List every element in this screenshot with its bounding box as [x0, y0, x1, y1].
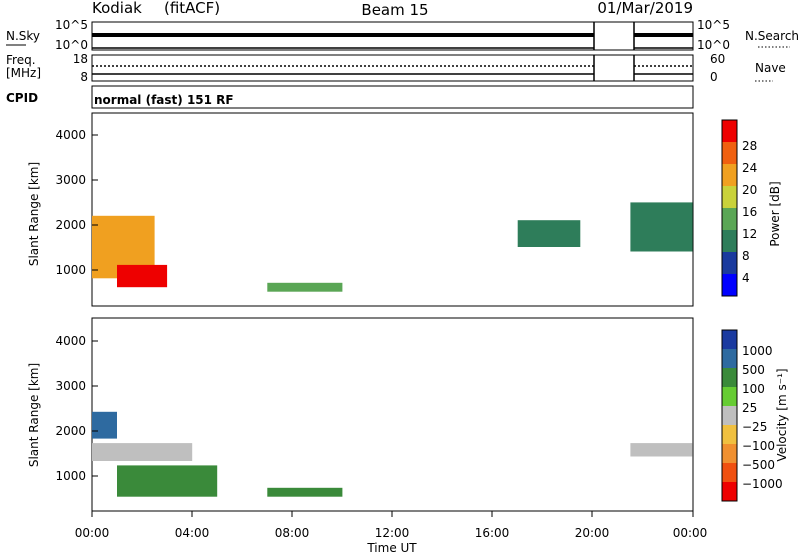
velocity-colorbar-cell-4 [722, 406, 737, 426]
velocity-colorbar-cell-3 [722, 387, 737, 407]
power-colorbar-cell-7 [722, 274, 737, 297]
x-tick-1: 04:00 [175, 526, 210, 540]
velocity-cb-tick-neg25: −25 [742, 420, 767, 434]
nsky-tick-low: 10^0 [55, 38, 88, 52]
freq-frame [91, 54, 694, 82]
freq-label-2: [MHz] [6, 66, 41, 80]
date-label: 01/Mar/2019 [597, 0, 693, 17]
power-colorbar-cell-2 [722, 164, 737, 187]
freq-tick-low: 8 [80, 70, 88, 84]
power-scatter [92, 202, 693, 292]
velocity-cb-tick-neg500: −500 [742, 458, 775, 472]
power-colorbar-cell-5 [722, 230, 737, 253]
power-colorbar-cell-0 [722, 120, 737, 143]
velocity-panel: Slant Range [km] 4000 3000 2000 1000 [27, 317, 694, 512]
velocity-cb-tick-neg1000: −1000 [742, 477, 783, 491]
echo-region-1 [117, 264, 168, 288]
velocity-scatter [92, 411, 693, 497]
velocity-colorbar: 1000 500 100 25 −25 −100 −500 −1000 Velo… [721, 329, 789, 502]
nave-tick-high: 60 [710, 52, 725, 66]
freq-tick-high: 18 [73, 52, 88, 66]
power-panel: Slant Range [km] 4000 3000 2000 1000 [27, 112, 694, 307]
x-axis: 00:00 04:00 08:00 12:00 16:00 20:00 00:0… [75, 511, 708, 555]
x-tick-4: 16:00 [475, 526, 510, 540]
power-cb-tick-4: 4 [742, 271, 750, 285]
x-tick-3: 12:00 [375, 526, 410, 540]
x-axis-title: Time UT [366, 541, 417, 554]
velocity-y-tick-2000: 2000 [55, 424, 86, 438]
nsky-tick-high: 10^5 [55, 18, 88, 32]
velocity-colorbar-cell-6 [722, 444, 737, 464]
power-cb-tick-24: 24 [742, 161, 757, 175]
cpid-label: CPID [6, 91, 38, 105]
nave-label: Nave [755, 61, 786, 75]
power-y-tick-1000: 1000 [55, 263, 86, 277]
echo-region-4 [630, 202, 693, 252]
nsearch-label: N.Search [745, 29, 799, 43]
power-y-tick-2000: 2000 [55, 218, 86, 232]
power-colorbar-cell-4 [722, 208, 737, 231]
processing-mode: (fitACF) [164, 0, 220, 17]
cpid-frame [91, 85, 694, 109]
power-colorbar-cell-6 [722, 252, 737, 275]
power-colorbar-cell-3 [722, 186, 737, 209]
nsky-panel: N.Sky 10^5 10^0 10^5 10^0 N.Search [6, 18, 799, 52]
power-cb-tick-12: 12 [742, 227, 757, 241]
velocity-colorbar-cell-2 [722, 368, 737, 388]
echo-region-3 [267, 487, 343, 497]
velocity-colorbar-cell-5 [722, 425, 737, 445]
velocity-cb-tick-neg100: −100 [742, 439, 775, 453]
velocity-y-tick-3000: 3000 [55, 379, 86, 393]
velocity-y-tick-1000: 1000 [55, 469, 86, 483]
velocity-cb-tick-500: 500 [742, 363, 765, 377]
velocity-colorbar-cell-0 [722, 330, 737, 350]
velocity-cb-tick-1000: 1000 [742, 344, 773, 358]
x-tick-5: 20:00 [575, 526, 610, 540]
x-tick-6: 00:00 [673, 526, 708, 540]
power-y-tick-4000: 4000 [55, 128, 86, 142]
freq-label-1: Freq. [6, 53, 36, 67]
freq-panel: Freq. [MHz] 18 8 60 0 Nave [6, 52, 786, 84]
power-cb-tick-28: 28 [742, 139, 757, 153]
power-plot-area [91, 112, 694, 307]
velocity-colorbar-cell-8 [722, 482, 737, 502]
power-colorbar: 28 24 20 16 12 8 4 Power [dB] [721, 119, 782, 297]
echo-region-0 [92, 443, 193, 461]
power-cb-tick-20: 20 [742, 183, 757, 197]
echo-region-1 [92, 411, 117, 439]
velocity-colorbar-cell-7 [722, 463, 737, 483]
x-tick-2: 08:00 [275, 526, 310, 540]
velocity-colorbar-cell-1 [722, 349, 737, 369]
velocity-cb-tick-25: 25 [742, 401, 757, 415]
beam-label: Beam 15 [361, 1, 428, 19]
echo-region-2 [267, 282, 343, 292]
cpid-text: normal (fast) 151 RF [94, 93, 234, 107]
power-colorbar-cell-1 [722, 142, 737, 165]
power-y-title: Slant Range [km] [27, 162, 41, 266]
velocity-colorbar-cells [722, 330, 737, 502]
echo-region-3 [517, 220, 581, 247]
velocity-cb-tick-100: 100 [742, 382, 765, 396]
velocity-colorbar-frame [721, 329, 738, 502]
nsky-label: N.Sky [6, 29, 40, 43]
power-cb-tick-8: 8 [742, 249, 750, 263]
echo-region-4 [630, 443, 693, 457]
power-colorbar-cells [722, 120, 737, 297]
velocity-y-title: Slant Range [km] [27, 363, 41, 467]
power-cb-tick-16: 16 [742, 205, 757, 219]
power-colorbar-label: Power [dB] [768, 181, 782, 246]
station-name: Kodiak [92, 0, 142, 17]
power-colorbar-frame [721, 119, 738, 297]
echo-region-2 [117, 465, 218, 497]
velocity-colorbar-label: Velocity [m s⁻¹] [775, 368, 789, 461]
nsearch-tick-high: 10^5 [697, 18, 730, 32]
x-tick-0: 00:00 [75, 526, 110, 540]
power-y-tick-3000: 3000 [55, 173, 86, 187]
cpid-panel: CPID normal (fast) 151 RF [6, 85, 694, 109]
nave-tick-low: 0 [710, 70, 718, 84]
nsearch-tick-low: 10^0 [697, 38, 730, 52]
velocity-y-tick-4000: 4000 [55, 334, 86, 348]
